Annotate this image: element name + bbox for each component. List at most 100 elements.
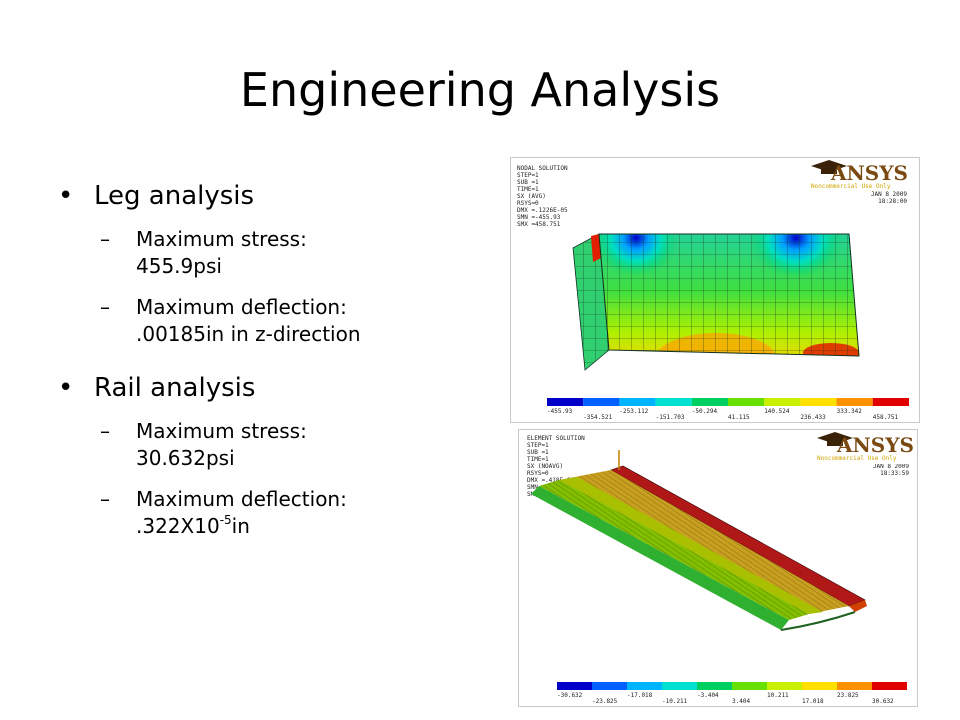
overlay-line: DMX =.418E-05	[527, 477, 574, 484]
leg-main-plate	[599, 234, 859, 356]
overlay-line: SUB =1	[527, 449, 549, 456]
legend-tick-label: 236.433	[800, 414, 826, 421]
overlay-line: STEP=1	[527, 442, 549, 449]
svg-text:ANSYS: ANSYS	[830, 161, 908, 185]
rail-analysis-figure: ELEMENT SOLUTION STEP=1 SUB =1 TIME=1 SX (NO…	[518, 429, 918, 707]
value-exponent: -5	[219, 513, 232, 527]
leg-color-legend: -455.93 -253.112 -50.294 140.524 333.342 -354…	[547, 398, 909, 421]
dash-icon: –	[100, 295, 110, 319]
sub-bullet-value: 30.632psi	[136, 446, 235, 470]
legend-tick-label: -50.294	[692, 408, 718, 415]
legend-tick-label: 3.404	[732, 698, 750, 705]
bullet-heading: Leg analysis	[94, 181, 255, 211]
legend-swatch	[802, 682, 837, 690]
overlay-line: SUB =1	[517, 179, 539, 186]
legend-swatch	[764, 398, 801, 406]
overlay-line: NODAL SOLUTION	[517, 165, 568, 172]
bullet-list: • Leg analysis – Maximum stress: 455.9ps…	[58, 178, 498, 554]
date-line: JAN 8 2009	[871, 191, 908, 198]
overlay-line: DMX =.1226E-05	[517, 207, 568, 214]
date-line: JAN 8 2009	[873, 463, 910, 470]
rail-color-legend: -30.632 -17.018 -3.404 10.211 23.825 -23.825 -…	[557, 682, 907, 705]
legend-swatch	[800, 398, 837, 406]
legend-swatch	[697, 682, 732, 690]
legend-tick-label: -3.404	[697, 692, 719, 699]
overlay-line: TIME=1	[527, 456, 549, 463]
ansys-logo-icon: ANSYS Noncommercial Use Only	[811, 160, 908, 190]
legend-swatch	[655, 398, 692, 406]
legend-tick-label: 458.751	[873, 414, 899, 421]
sub-bullet-label: Maximum deflection:	[136, 295, 347, 319]
svg-text:Noncommercial Use Only: Noncommercial Use Only	[811, 183, 891, 190]
svg-text:Noncommercial Use Only: Noncommercial Use Only	[817, 455, 897, 462]
legend-tick-label: 333.342	[837, 408, 863, 415]
legend-tick-label: -23.825	[592, 698, 618, 705]
legend-tick-label: -354.521	[583, 414, 612, 421]
legend-tick-label: 23.825	[837, 692, 859, 699]
legend-tick-label: -10.211	[662, 698, 688, 705]
legend-tick-label: 10.211	[767, 692, 789, 699]
rail-beam	[531, 450, 867, 631]
date-line: 18:28:00	[878, 198, 907, 205]
leg-analysis-figure: NODAL SOLUTION STEP=1 SUB =1 TIME=1 SX (AVG)…	[510, 157, 920, 423]
bullet-rail-analysis: • Rail analysis	[58, 370, 498, 406]
legend-tick-label: -151.703	[656, 414, 685, 421]
legend-swatch	[627, 682, 662, 690]
sub-bullet-leg-deflection: – Maximum deflection: .00185in in z-dire…	[58, 294, 498, 348]
sub-bullet-leg-stress: – Maximum stress: 455.9psi	[58, 226, 498, 280]
value-prefix: .322X10	[136, 514, 220, 538]
legend-tick-label: -30.632	[557, 692, 583, 699]
date-line: 18:33:59	[880, 470, 909, 477]
sub-bullet-rail-stress: – Maximum stress: 30.632psi	[58, 418, 498, 472]
sub-bullet-value: .322X10-5in	[136, 513, 498, 540]
sub-bullet-label: Maximum deflection:	[136, 487, 347, 511]
legend-swatch	[728, 398, 765, 406]
legend-tick-label: 30.632	[872, 698, 894, 705]
svg-text:ANSYS: ANSYS	[836, 433, 914, 457]
legend-swatch	[557, 682, 592, 690]
bullet-heading: Rail analysis	[94, 373, 256, 403]
legend-tick-label: -17.018	[627, 692, 653, 699]
legend-swatch	[619, 398, 656, 406]
bullet-dot-icon: •	[58, 373, 74, 403]
overlay-line: SMX =458.751	[517, 221, 561, 228]
sub-bullet-value: .00185in in z-direction	[136, 322, 361, 346]
overlay-line: SMN =-455.93	[517, 214, 561, 221]
legend-tick-label: 17.018	[802, 698, 824, 705]
bullet-dot-icon: •	[58, 181, 74, 211]
overlay-line: ELEMENT SOLUTION	[527, 435, 585, 442]
overlay-line: SX (AVG)	[517, 193, 546, 200]
overlay-line: RSYS=0	[527, 470, 549, 477]
legend-tick-label: 41.115	[728, 414, 750, 421]
legend-swatch	[767, 682, 802, 690]
dash-icon: –	[100, 227, 110, 251]
overlay-line: SX (NOAVG)	[527, 463, 563, 470]
dash-icon: –	[100, 419, 110, 443]
sub-bullet-label: Maximum stress:	[136, 419, 307, 443]
overlay-line: STEP=1	[517, 172, 539, 179]
legend-swatch	[837, 682, 872, 690]
legend-swatch	[583, 398, 620, 406]
legend-swatch	[872, 398, 909, 406]
overlay-line: RSYS=0	[517, 200, 539, 207]
legend-tick-label: 140.524	[764, 408, 790, 415]
legend-swatch	[662, 682, 697, 690]
dash-icon: –	[100, 487, 110, 511]
legend-swatch	[732, 682, 767, 690]
overlay-line: TIME=1	[517, 186, 539, 193]
sub-bullet-label: Maximum stress:	[136, 227, 307, 251]
bullet-leg-analysis: • Leg analysis	[58, 178, 498, 214]
ansys-logo-icon: ANSYS Noncommercial Use Only	[817, 432, 914, 462]
value-suffix: in	[231, 514, 250, 538]
sub-bullet-value: 455.9psi	[136, 254, 222, 278]
legend-swatch	[592, 682, 627, 690]
slide-title: Engineering Analysis	[239, 63, 721, 117]
legend-tick-label: -455.93	[547, 408, 573, 415]
sub-bullet-rail-deflection: – Maximum deflection: .322X10-5in	[58, 486, 498, 540]
legend-swatch	[872, 682, 907, 690]
